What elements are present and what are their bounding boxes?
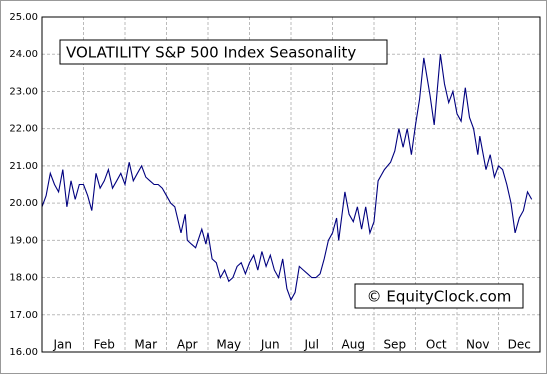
x-tick-label: Jul (304, 338, 319, 352)
x-tick-label: Apr (177, 338, 198, 352)
plot-border (41, 16, 541, 353)
x-tick-label: Jun (260, 338, 280, 352)
y-tick-label: 23.00 (9, 86, 38, 97)
watermark: © EquityClock.com (367, 288, 512, 306)
y-tick-label: 19.00 (9, 235, 38, 246)
y-tick-label: 18.00 (9, 273, 38, 284)
title-box (59, 39, 388, 65)
y-tick-label: 20.00 (9, 198, 38, 209)
x-tick-label: Jan (53, 338, 73, 352)
data-line (41, 54, 533, 302)
x-tick-label: Sep (383, 338, 406, 352)
y-tick-label: 17.00 (9, 310, 38, 321)
x-tick-label: Oct (426, 338, 447, 352)
x-tick-label: Aug (342, 338, 365, 352)
plot (41, 54, 533, 302)
y-tick-label: 16.00 (9, 347, 38, 358)
y-tick-label: 21.00 (9, 161, 38, 172)
y-tick-label: 25.00 (9, 12, 38, 23)
x-tick-label: Mar (134, 338, 157, 352)
watermark-box (354, 283, 524, 309)
chart-title: VOLATILITY S&P 500 Index Seasonality (66, 44, 356, 62)
x-tick-label: Nov (466, 338, 489, 352)
y-tick-label: 22.00 (9, 124, 38, 135)
x-tick-label: May (216, 338, 241, 352)
x-tick-label: Dec (508, 338, 531, 352)
x-tick-label: Feb (94, 338, 115, 352)
y-tick-label: 24.00 (9, 49, 38, 60)
